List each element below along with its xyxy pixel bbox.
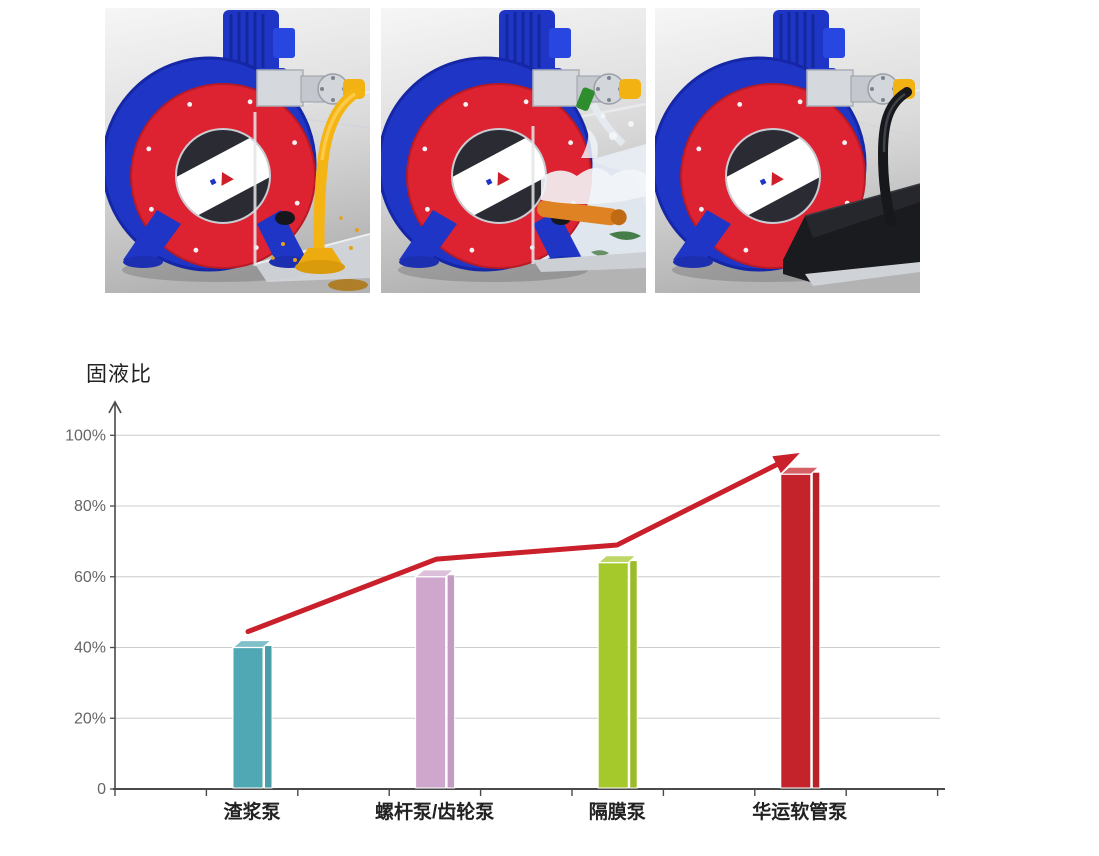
category-label: 渣浆泵 [223, 800, 280, 823]
trend-arrowhead [772, 452, 800, 474]
discharge-flange [256, 69, 365, 225]
bar-top-face [596, 555, 638, 564]
bar-front-face [780, 473, 812, 789]
category-label: 隔膜泵 [589, 800, 646, 823]
discharge-flange [806, 69, 915, 225]
brand-logo [497, 171, 510, 186]
bar-1 [414, 569, 456, 789]
bar-top-face [779, 466, 821, 475]
yellow-suction-hose [253, 86, 368, 291]
pump-image-suction-hose [105, 8, 370, 293]
y-tick-label: 80% [74, 498, 106, 515]
pump-render [105, 8, 370, 293]
bar-front-face [232, 647, 264, 789]
black-drain-mat [783, 87, 920, 286]
bar-side-face [264, 645, 273, 789]
category-label: 螺杆泵/齿轮泵 [375, 800, 494, 823]
hose-fitting [619, 79, 641, 99]
bar-side-face [629, 560, 638, 789]
bar-top-face [414, 569, 456, 578]
pump-image-water-tank [381, 8, 646, 293]
bar-2 [596, 555, 638, 789]
y-tick-label: 100% [65, 427, 106, 444]
pump-render [381, 8, 646, 293]
bar-0 [231, 639, 273, 789]
category-label: 华运软管泵 [752, 800, 847, 823]
brand-logo [221, 171, 234, 186]
y-tick-label: 40% [74, 640, 106, 657]
y-tick-label: 0 [97, 781, 106, 798]
bar-top-face [231, 639, 273, 649]
y-axis-title: 固液比 [86, 363, 152, 386]
bar-side-face [446, 574, 456, 789]
bar-3 [779, 466, 821, 789]
pump-feet [123, 210, 309, 268]
brand-logo [771, 171, 784, 186]
y-tick-label: 20% [74, 710, 106, 727]
pump-image-black-mat [655, 8, 920, 293]
pump-render [655, 8, 920, 293]
y-axis-arrowhead [108, 400, 122, 414]
solid-liquid-ratio-chart: 固液比 0 20% 40% 60% 80% 100% 渣浆泵 螺杆泵/齿轮泵 隔膜泵 华运软管泵 [0, 300, 1099, 856]
y-tick-label: 60% [74, 569, 106, 586]
bar-chart-canvas: 0 20% 40% 60% 80% 100% 渣浆泵 螺杆泵/齿轮泵 隔膜泵 华运软管泵 [65, 400, 945, 823]
trend-line [245, 460, 783, 635]
water-splash-tank [531, 87, 646, 272]
bar-front-face [597, 562, 629, 789]
bar-front-face [415, 576, 447, 789]
bar-side-face [811, 471, 821, 789]
